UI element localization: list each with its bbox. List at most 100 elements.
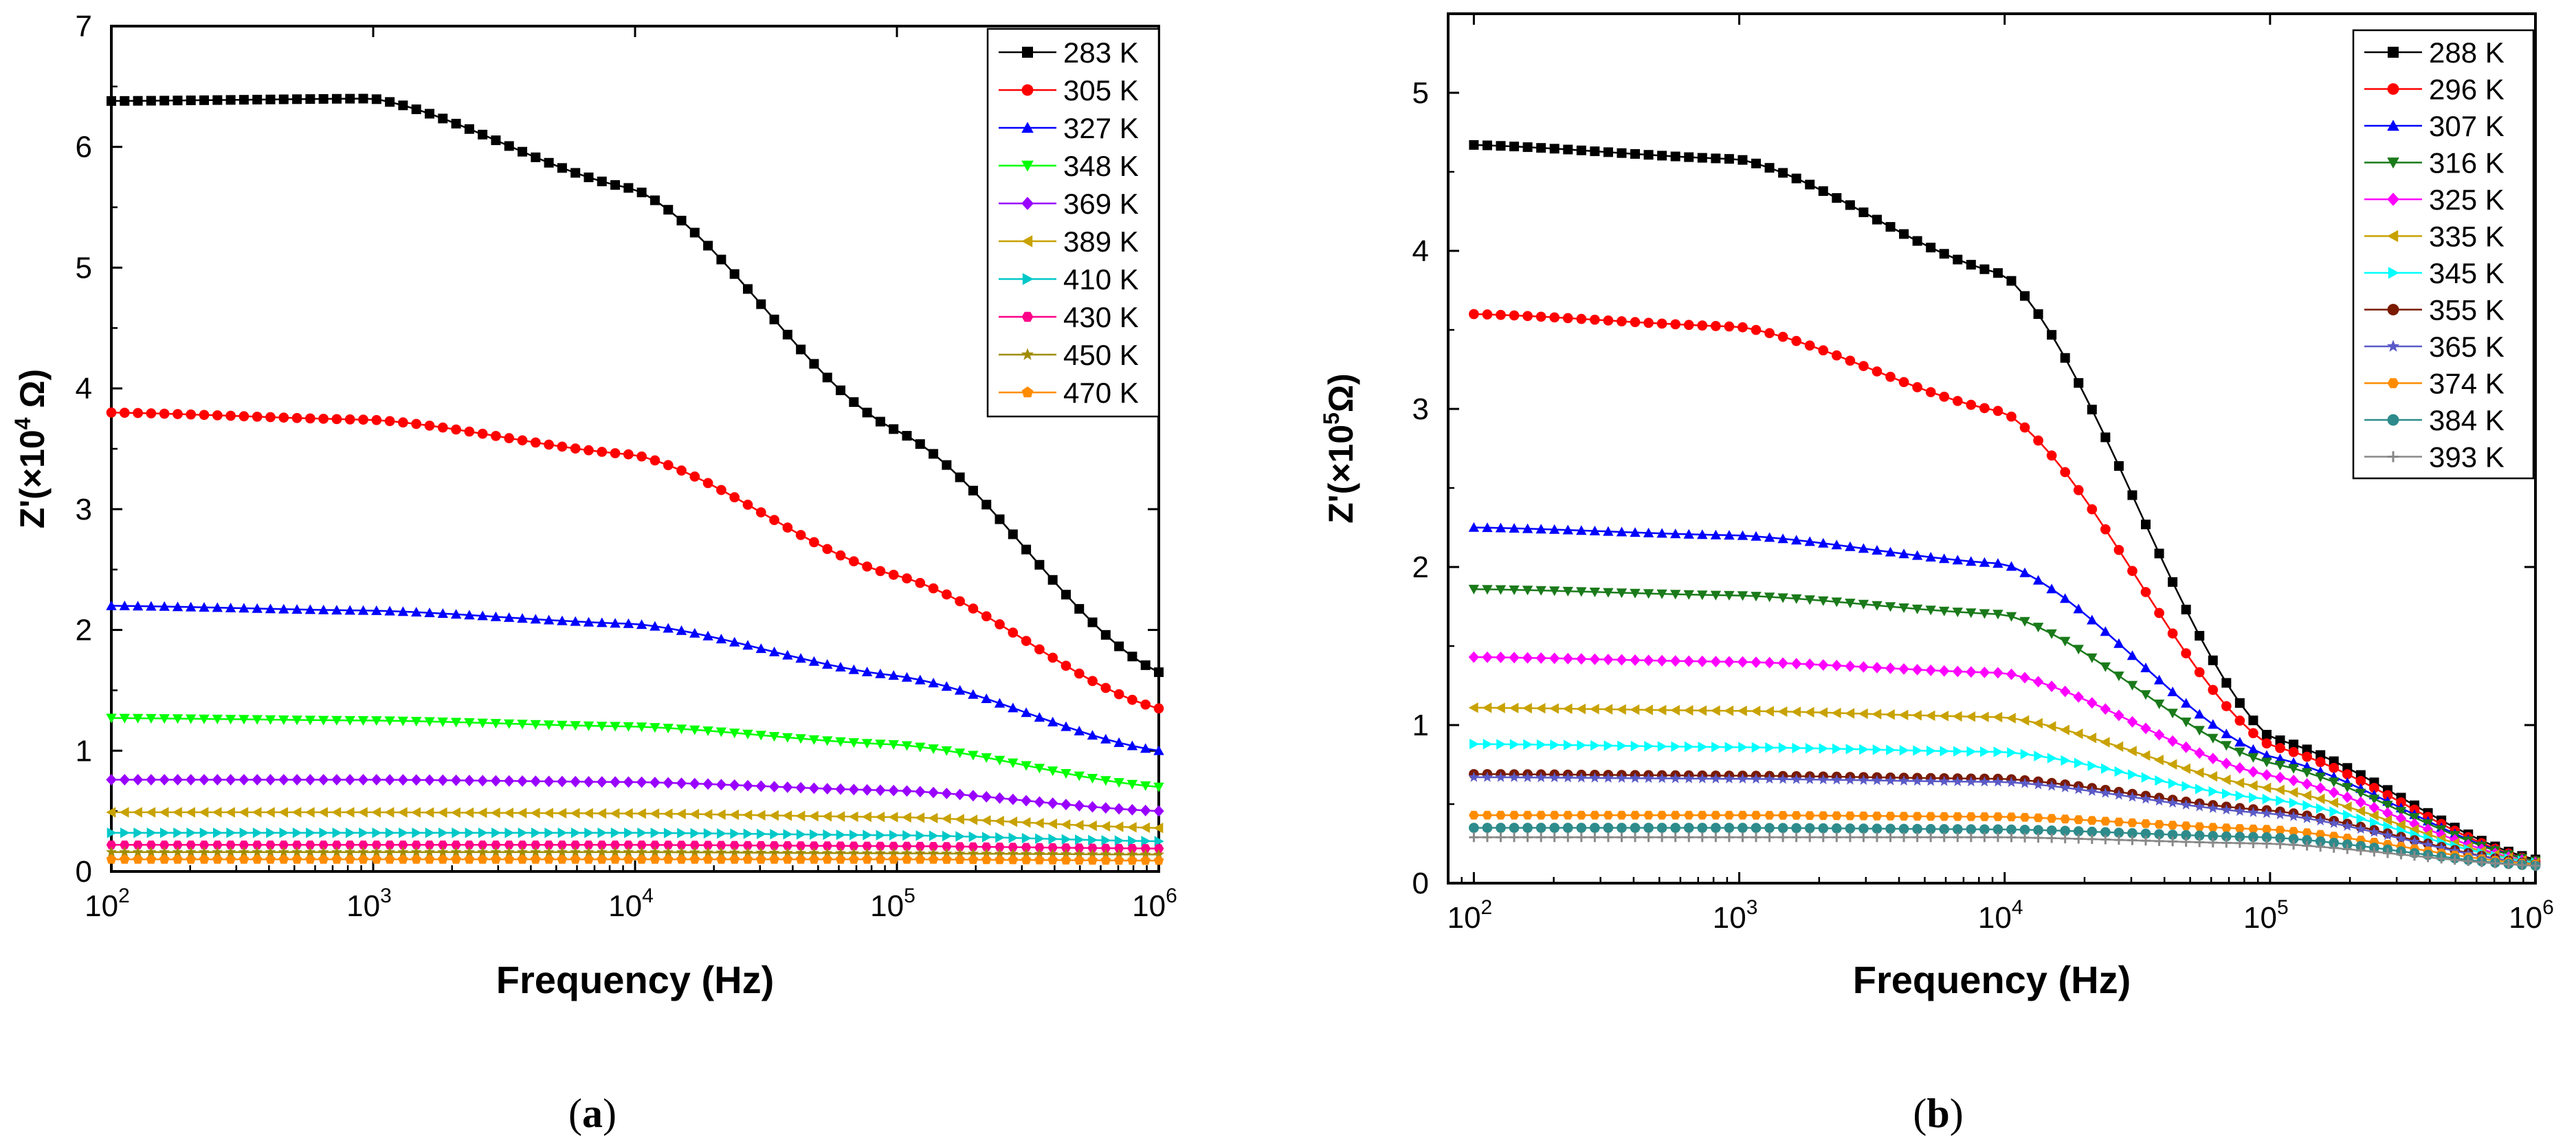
data-point <box>1562 772 1574 783</box>
data-point <box>888 812 898 823</box>
data-point <box>1589 772 1601 783</box>
data-point <box>1898 812 1909 821</box>
data-point <box>2276 795 2286 806</box>
data-point <box>981 815 991 826</box>
data-point <box>359 827 369 838</box>
data-point <box>583 721 595 731</box>
data-point <box>623 776 634 788</box>
data-point <box>2181 741 2192 753</box>
data-point <box>1952 396 1963 406</box>
data-point <box>1966 260 1976 270</box>
data-point <box>398 841 408 849</box>
data-point <box>755 847 767 858</box>
data-point <box>146 601 157 611</box>
legend-entry: 355 K <box>2429 294 2505 326</box>
data-point <box>835 854 846 864</box>
data-point <box>437 608 448 618</box>
data-point <box>1630 823 1641 833</box>
data-point <box>1939 606 1950 616</box>
data-point <box>2302 828 2312 837</box>
data-point <box>1724 705 1734 716</box>
data-point <box>1804 536 1815 546</box>
data-point <box>2034 751 2044 762</box>
data-point <box>146 713 157 724</box>
data-point <box>437 774 448 786</box>
data-point <box>464 124 474 134</box>
legend-marker <box>2388 47 2399 58</box>
legend-entry: 470 K <box>1063 377 1139 409</box>
data-point <box>304 715 316 726</box>
legend-marker <box>2386 340 2400 352</box>
data-point <box>2194 747 2205 759</box>
data-point <box>861 667 873 676</box>
data-point <box>438 113 448 124</box>
data-point <box>225 602 236 612</box>
data-point <box>861 847 873 858</box>
data-point <box>1153 823 1164 834</box>
data-point <box>1522 771 1533 783</box>
data-point <box>543 720 555 731</box>
data-point <box>2221 678 2232 688</box>
data-point <box>1127 652 1137 662</box>
data-point <box>1925 605 1936 616</box>
data-point <box>159 807 169 818</box>
data-point <box>464 718 475 728</box>
data-point <box>1698 742 1708 753</box>
data-point <box>928 744 939 755</box>
data-point <box>2113 827 2124 838</box>
data-point <box>371 716 382 726</box>
data-point <box>1562 703 1573 714</box>
data-point <box>769 841 779 850</box>
data-point <box>265 841 276 849</box>
data-point <box>1979 609 1990 619</box>
data-point <box>2288 764 2299 774</box>
data-point <box>2059 781 2071 792</box>
data-point <box>942 830 952 842</box>
data-point <box>1925 823 1936 834</box>
data-point <box>584 854 594 864</box>
data-point <box>610 846 621 857</box>
data-point <box>1643 318 1654 329</box>
data-point <box>2288 775 2299 786</box>
data-point <box>888 841 899 851</box>
data-point <box>1953 746 1963 757</box>
data-point <box>1576 832 1586 843</box>
data-point <box>1047 797 1058 810</box>
data-point <box>146 807 156 818</box>
data-point <box>1683 590 1694 600</box>
data-point <box>1872 744 1883 755</box>
data-point <box>1034 559 1045 570</box>
series-327-k <box>106 600 1164 755</box>
data-point <box>1925 552 1936 562</box>
panel-label: (a) <box>568 1091 617 1136</box>
data-point <box>1953 832 1963 843</box>
data-point <box>888 670 899 680</box>
data-point <box>1643 150 1654 160</box>
data-point <box>1154 667 1164 678</box>
data-point <box>518 827 528 838</box>
data-point <box>875 841 886 851</box>
data-point <box>782 781 793 793</box>
data-point <box>1603 526 1614 536</box>
data-point <box>1630 704 1640 715</box>
data-point <box>504 841 515 849</box>
data-point <box>1603 740 1614 751</box>
y-axis-label-unit: Ω) <box>13 369 52 418</box>
data-point <box>2342 844 2353 854</box>
data-point <box>384 846 396 857</box>
data-point <box>1021 854 1032 865</box>
data-point <box>1140 844 1151 853</box>
data-point <box>623 449 634 460</box>
data-point <box>875 416 885 427</box>
data-point <box>583 846 595 857</box>
data-point <box>1113 737 1124 747</box>
data-point <box>2046 583 2057 594</box>
data-point <box>2396 797 2406 808</box>
data-point <box>1603 654 1614 665</box>
data-point <box>2449 845 2461 856</box>
legend-entry: 316 K <box>2429 147 2505 179</box>
data-point <box>795 734 806 744</box>
data-point <box>2247 806 2259 817</box>
data-point <box>2087 614 2098 625</box>
data-point <box>557 854 568 864</box>
